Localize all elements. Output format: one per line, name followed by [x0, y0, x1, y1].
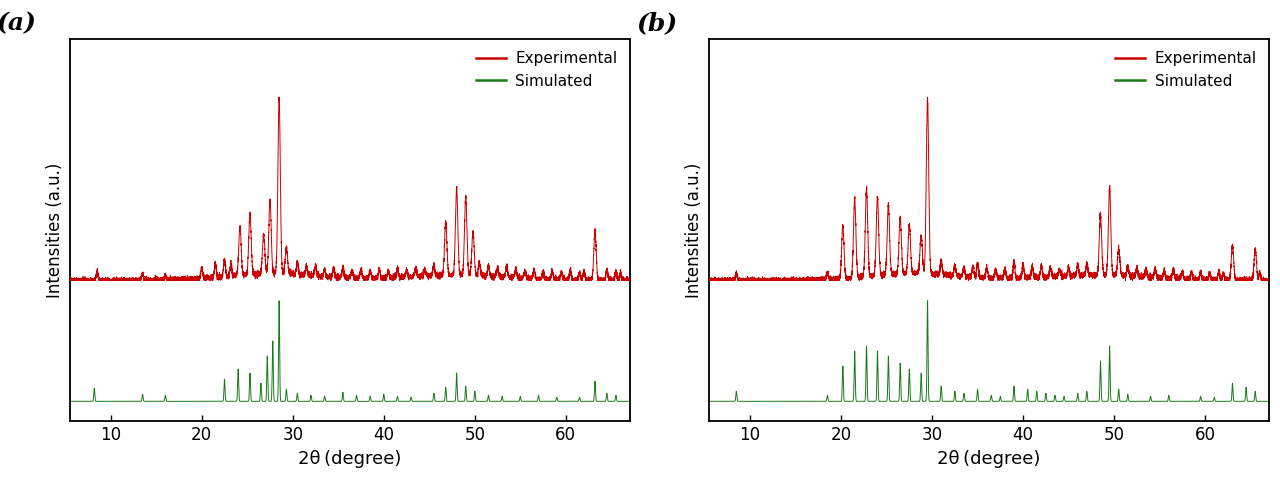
Y-axis label: Intensities (a.u.): Intensities (a.u.) — [46, 162, 64, 298]
X-axis label: 2θ (degree): 2θ (degree) — [298, 450, 402, 468]
X-axis label: 2θ (degree): 2θ (degree) — [937, 450, 1041, 468]
Y-axis label: Intensities (a.u.): Intensities (a.u.) — [686, 162, 704, 298]
Text: (b): (b) — [636, 11, 677, 35]
Legend: Experimental, Simulated: Experimental, Simulated — [1110, 46, 1261, 93]
Text: (a): (a) — [0, 11, 37, 35]
Legend: Experimental, Simulated: Experimental, Simulated — [471, 46, 622, 93]
